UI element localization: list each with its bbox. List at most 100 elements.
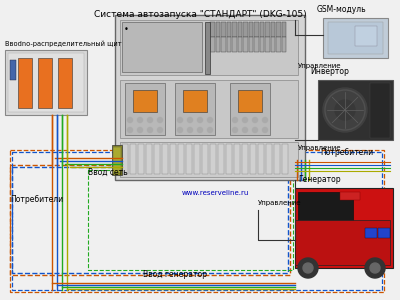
Bar <box>276 22 280 37</box>
Circle shape <box>137 117 143 123</box>
Bar <box>328 22 383 54</box>
Bar <box>133 90 157 112</box>
Text: Инвертор: Инвертор <box>310 67 350 76</box>
Bar <box>238 90 262 112</box>
Circle shape <box>207 127 213 133</box>
Bar <box>12 152 382 290</box>
Bar <box>355 26 377 46</box>
Bar <box>210 22 214 37</box>
Bar <box>194 144 200 174</box>
Bar <box>216 22 220 37</box>
Bar <box>234 144 240 174</box>
Bar <box>226 22 231 37</box>
Bar <box>232 37 236 52</box>
Circle shape <box>187 127 193 133</box>
Text: •: • <box>124 25 129 34</box>
Bar <box>205 22 210 74</box>
Bar <box>218 144 224 174</box>
Bar <box>226 37 231 52</box>
Bar <box>365 228 377 238</box>
Bar <box>260 22 264 37</box>
Circle shape <box>207 117 213 123</box>
Bar <box>260 37 264 52</box>
Text: Управление: Управление <box>258 200 302 206</box>
Bar <box>276 37 280 52</box>
Bar <box>232 22 236 37</box>
Bar <box>226 144 232 174</box>
Bar <box>216 37 220 52</box>
Circle shape <box>298 258 318 278</box>
Bar <box>18 58 32 108</box>
Bar <box>270 22 275 37</box>
Bar <box>221 37 226 52</box>
Text: Ввод сеть: Ввод сеть <box>88 168 128 177</box>
Bar <box>183 90 207 112</box>
Circle shape <box>365 258 385 278</box>
Bar <box>8 53 84 112</box>
Circle shape <box>242 127 248 133</box>
Text: Генератор: Генератор <box>299 175 341 184</box>
Circle shape <box>197 127 203 133</box>
Circle shape <box>177 127 183 133</box>
Bar <box>10 165 290 275</box>
Circle shape <box>187 117 193 123</box>
Bar <box>138 144 144 174</box>
Bar <box>254 37 258 52</box>
Bar <box>282 22 286 37</box>
Bar <box>238 37 242 52</box>
Bar <box>265 22 270 37</box>
Bar <box>250 144 256 174</box>
Bar <box>318 80 393 140</box>
Bar <box>122 22 202 72</box>
Bar <box>162 144 168 174</box>
Bar <box>10 150 384 292</box>
Bar <box>120 20 298 75</box>
Bar <box>12 167 288 273</box>
Text: Ввод генератор: Ввод генератор <box>143 270 207 279</box>
Bar <box>112 145 122 175</box>
Bar <box>210 37 214 52</box>
Bar <box>248 22 253 37</box>
Bar <box>146 144 152 174</box>
Text: Потребители: Потребители <box>320 148 373 157</box>
Bar <box>265 37 270 52</box>
Circle shape <box>157 117 163 123</box>
Bar <box>378 228 390 238</box>
Circle shape <box>323 88 367 132</box>
Bar <box>243 37 248 52</box>
Bar <box>58 58 72 108</box>
Bar <box>154 144 160 174</box>
Circle shape <box>147 117 153 123</box>
Circle shape <box>127 127 133 133</box>
Bar <box>230 83 270 135</box>
Text: Управление: Управление <box>298 145 342 151</box>
Circle shape <box>232 117 238 123</box>
Bar <box>370 83 390 138</box>
Bar <box>210 144 216 174</box>
Bar <box>323 18 388 58</box>
Bar <box>5 50 87 115</box>
Bar <box>282 144 288 174</box>
Bar <box>115 15 305 180</box>
Bar <box>242 144 248 174</box>
Circle shape <box>252 127 258 133</box>
Bar <box>282 37 286 52</box>
Circle shape <box>242 117 248 123</box>
Text: Система автозапуска "СТАНДАРТ" (DKG-105): Система автозапуска "СТАНДАРТ" (DKG-105) <box>94 10 306 19</box>
Text: Ввodno-распределительный щит: Ввodno-распределительный щит <box>5 40 122 47</box>
Bar <box>248 37 253 52</box>
Text: Потребители: Потребители <box>10 195 63 204</box>
Bar <box>130 144 136 174</box>
Circle shape <box>262 127 268 133</box>
Bar <box>186 144 192 174</box>
Bar <box>298 192 353 257</box>
Circle shape <box>370 263 380 273</box>
Bar <box>122 144 128 174</box>
Bar <box>270 37 275 52</box>
Circle shape <box>137 127 143 133</box>
Bar <box>274 144 280 174</box>
Bar <box>38 58 52 108</box>
Circle shape <box>177 117 183 123</box>
Circle shape <box>127 117 133 123</box>
Circle shape <box>262 117 268 123</box>
